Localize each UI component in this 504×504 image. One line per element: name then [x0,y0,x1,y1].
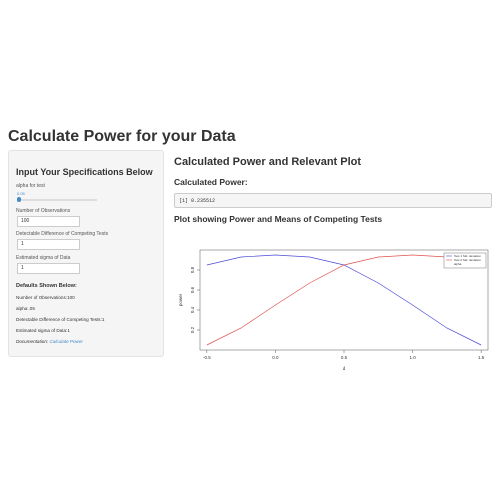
default-item: Estimated sigma of Data:1 [16,328,70,333]
series-line [206,254,482,346]
obs-label: Number of Observations [16,208,71,214]
x-tick-label: 0.5 [341,355,348,360]
slider-handle[interactable] [17,197,21,202]
default-item: Detectable Difference of Competing Tests… [16,317,105,322]
doc-line: Documentation: Calculate Power [16,339,83,344]
x-tick-label: 1.5 [478,355,485,360]
sigma-input[interactable]: 1 [17,263,80,274]
legend-label: Test 1 Std. deviation [454,254,481,258]
sidebar-heading: Input Your Specifications Below [16,167,153,177]
main-heading: Calculated Power and Relevant Plot [174,156,362,168]
x-tick-label: 1.0 [409,355,416,360]
slider-value: 0.05 [17,191,25,196]
legend-box [443,252,487,269]
default-item: Number of Observations:100 [16,295,75,300]
defaults-heading: Defaults Shown Below: [16,283,77,289]
sidebar-panel: Input Your Specifications Below alpha fo… [8,150,164,357]
x-tick-label: -0.5 [203,355,211,360]
power-output: [1] 0.235512 [174,193,492,208]
obs-input[interactable]: 100 [17,216,80,227]
diff-input[interactable]: 1 [17,239,80,250]
diff-label: Detectable Difference of Competing Tests [16,231,109,237]
power-heading: Calculated Power: [174,177,248,187]
series-line [206,254,482,346]
legend-label: alpha [454,262,462,266]
sigma-label: Estimated sigma of Data [16,255,71,261]
legend-label: Test 2 Std. deviation [454,258,481,262]
plot-heading: Plot showing Power and Means of Competin… [174,214,383,224]
slider-track[interactable] [17,199,97,201]
default-item: alpha:.05 [16,306,35,311]
y-tick-label: 0.6 [190,286,195,293]
y-tick-label: 0.4 [190,306,195,313]
alpha-label: alpha for test [16,183,45,189]
doc-label: Documentation: [16,339,49,344]
y-tick-label: 0.8 [190,266,195,273]
x-axis-label: d [343,366,346,371]
y-axis-label: power [178,293,183,306]
y-tick-label: 0.2 [190,326,195,333]
x-tick-label: 0.0 [272,355,279,360]
power-plot: -0.5 0.0 0.5 1.0 1.5 0.2 0.4 0.6 0.8 d power Test 1… [178,249,489,371]
doc-link[interactable]: Calculate Power [49,339,83,344]
app-title: Calculate Power for your Data [8,128,236,145]
